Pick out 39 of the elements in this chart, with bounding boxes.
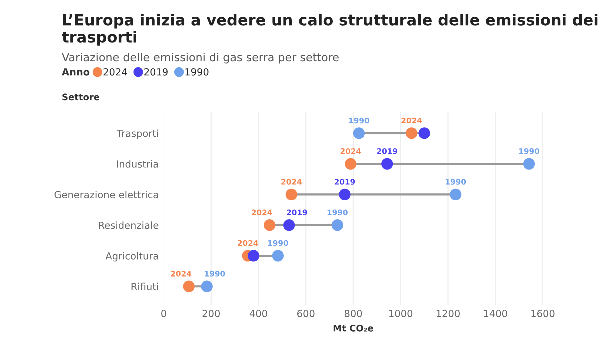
x-tick-label: 1600 (532, 310, 555, 318)
point (345, 158, 357, 170)
legend-label: 2024 (104, 68, 128, 76)
x-tick-label: 600 (298, 310, 315, 318)
point (339, 188, 351, 201)
point (283, 220, 296, 232)
legend-label: 1990 (186, 68, 209, 76)
point (201, 280, 213, 292)
point (382, 158, 394, 170)
x-tick-label: 800 (344, 310, 362, 318)
x-tick-label: 1200 (436, 310, 460, 318)
x-tick-label: 0 (162, 310, 166, 318)
y-tick-label: Residenziale (99, 222, 159, 230)
y-tick-label: Industria (117, 160, 158, 168)
point (523, 158, 536, 170)
point (450, 188, 462, 201)
point (264, 220, 276, 232)
point (418, 128, 430, 140)
x-tick-label: 200 (202, 310, 220, 318)
legend-label: 2019 (144, 68, 168, 76)
point (248, 250, 260, 262)
point (183, 280, 195, 292)
x-axis-title: Mt CO₂e (334, 324, 374, 332)
x-tick-label: 400 (250, 310, 268, 318)
point (332, 220, 344, 232)
point (286, 188, 298, 201)
legend-title: Anno (62, 68, 90, 76)
y-tick-label: Agricoltura (106, 252, 158, 262)
chart-title: L’Europa inizia a vedere un calo strutturale delle emissioni dei trasporti (62, 14, 598, 46)
y-tick-label: Rifiuti (132, 282, 158, 290)
chart-subtitle: Variazione delle emissioni di gas serra per settore (62, 53, 339, 64)
x-tick-label: 1000 (390, 310, 413, 318)
point (353, 128, 365, 140)
y-axis-title: Settore (62, 94, 100, 101)
y-tick-label: Trasporti (116, 130, 158, 140)
point (406, 128, 418, 140)
y-tick-label: Generazione elettrica (54, 191, 158, 199)
x-tick-label: 1400 (484, 310, 508, 318)
point (272, 250, 284, 262)
